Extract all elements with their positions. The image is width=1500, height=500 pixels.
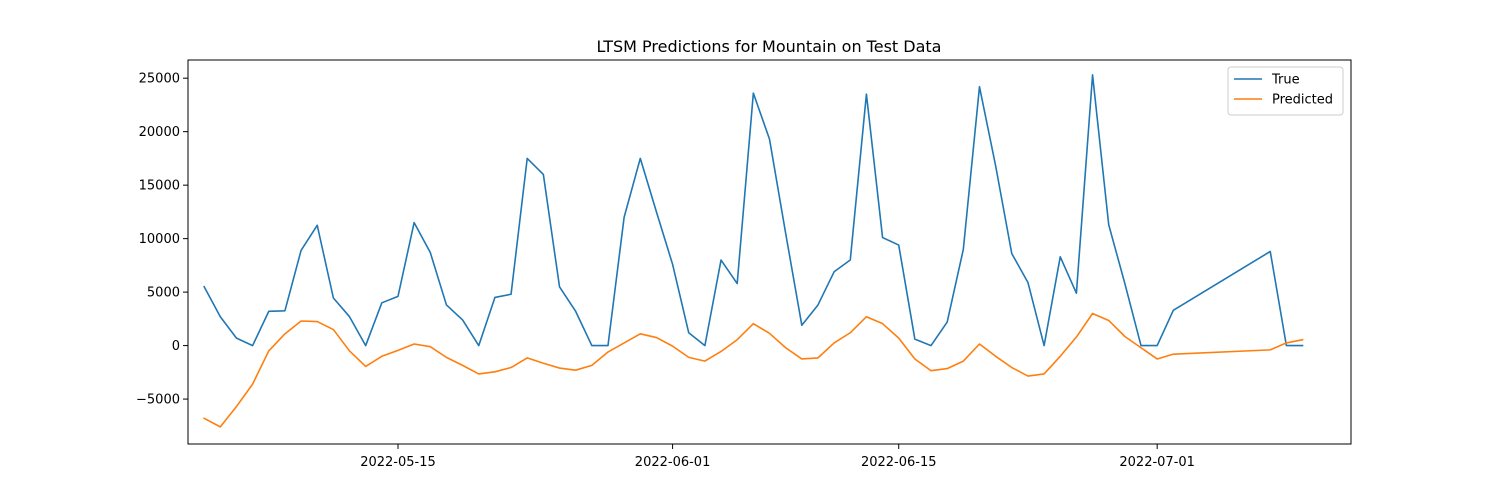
series-layer	[203, 74, 1304, 428]
y-tick-label: 10000	[139, 232, 180, 247]
y-tick-label: 20000	[139, 125, 180, 140]
legend-label-predicted: Predicted	[1272, 93, 1333, 108]
series-line-predicted	[203, 312, 1304, 428]
x-tick-label: 2022-06-15	[861, 455, 937, 470]
y-tick-label: 25000	[139, 72, 180, 87]
x-tick-label: 2022-07-01	[1119, 455, 1195, 470]
legend: True Predicted	[1227, 66, 1344, 116]
y-tick-label: 5000	[147, 286, 180, 301]
plot-frame	[187, 59, 1352, 445]
legend-label-true: True	[1271, 73, 1300, 88]
y-tick-label: 15000	[139, 179, 180, 194]
y-axis: −5000 0 5000 10000 15000 20000 25000	[136, 72, 188, 408]
x-tick-label: 2022-06-01	[635, 455, 711, 470]
x-tick-label: 2022-05-15	[360, 455, 436, 470]
chart-title: LTSM Predictions for Mountain on Test Da…	[597, 37, 942, 56]
x-axis: 2022-05-15 2022-06-01 2022-06-15 2022-07-01	[360, 444, 1195, 470]
y-tick-label: −5000	[136, 393, 180, 408]
series-line-true	[203, 74, 1304, 347]
y-tick-label: 0	[172, 339, 180, 354]
